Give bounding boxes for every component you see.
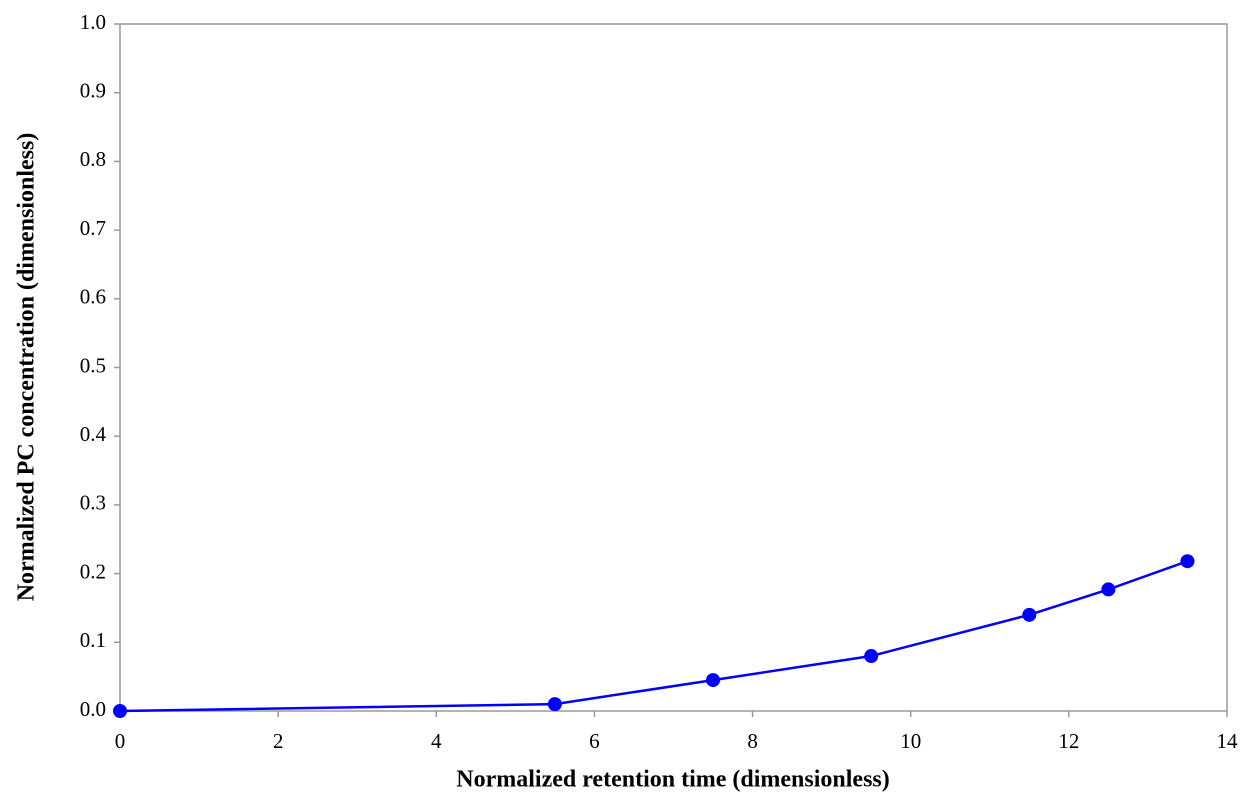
y-axis-title: Normalized PC concentration (dimensionle…	[14, 133, 40, 602]
series-line	[119, 560, 1188, 713]
y-tick-label: 0.0	[80, 697, 106, 721]
y-tick-label: 0.2	[80, 559, 106, 583]
y-tick-label: 0.4	[80, 422, 107, 446]
data-point	[706, 673, 721, 688]
y-tick-label: 1.0	[80, 10, 106, 34]
data-point	[547, 697, 562, 712]
data-point	[1022, 607, 1037, 622]
x-tick-label: 8	[747, 729, 758, 753]
y-tick-label: 0.6	[80, 285, 106, 309]
x-tick-label: 4	[431, 729, 442, 753]
data-point	[864, 649, 879, 664]
y-tick-label: 0.3	[80, 491, 106, 515]
x-tick-label: 10	[900, 729, 921, 753]
y-tick-label: 0.5	[80, 353, 106, 377]
y-tick-label: 0.8	[80, 147, 106, 171]
x-tick-label: 12	[1058, 729, 1079, 753]
x-tick-label: 2	[273, 729, 284, 753]
data-point	[1101, 582, 1116, 597]
x-axis-title: Normalized retention time (dimensionless…	[456, 767, 890, 793]
y-tick-label: 0.7	[80, 216, 106, 240]
data-point	[113, 704, 127, 718]
plot-frame	[119, 23, 1228, 712]
x-tick-label: 14	[1217, 729, 1239, 753]
y-tick-label: 0.1	[80, 628, 106, 652]
x-tick-label: 0	[115, 729, 126, 753]
data-point	[1180, 554, 1195, 569]
x-tick-label: 6	[589, 729, 600, 753]
y-tick-label: 0.9	[80, 79, 106, 103]
